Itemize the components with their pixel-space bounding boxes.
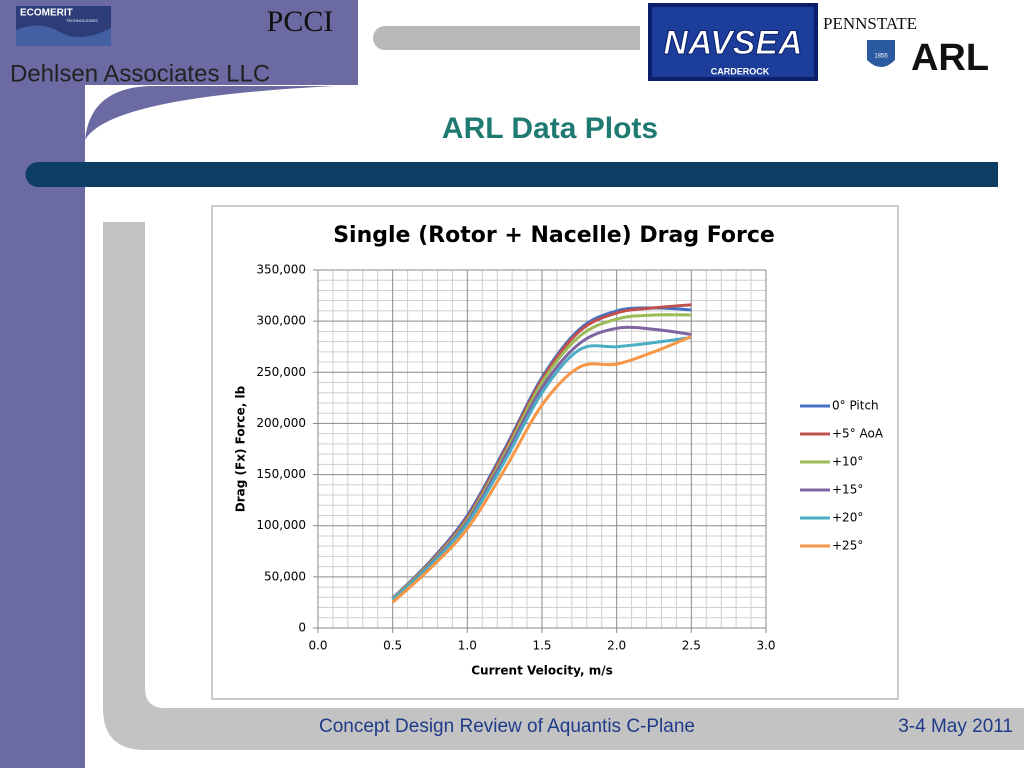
logo-text: CARDEROCK: [711, 66, 770, 76]
y-axis-label: Drag (Fx) Force, lb: [234, 385, 248, 512]
legend-label: +25°: [832, 539, 863, 553]
y-tick-label: 0: [298, 621, 306, 635]
logo-text: ECOMERIT: [20, 8, 73, 19]
series-line: [391, 335, 692, 604]
logo-shield: [867, 40, 895, 67]
logo-text: PCCI: [267, 5, 334, 38]
legend-label: +5° AoA: [832, 427, 884, 441]
x-tick-label: 0.0: [308, 639, 327, 653]
footer-text: Concept Design Review of Aquantis C-Plan…: [319, 716, 695, 737]
logo-text: ARL: [911, 37, 989, 79]
header-curve: [85, 85, 358, 140]
logo-text: TECHNOLOGIES: [66, 18, 98, 23]
x-axis-label: Current Velocity, m/s: [471, 664, 613, 678]
footer-date: 3-4 May 2011: [898, 716, 1013, 737]
y-tick-label: 100,000: [256, 518, 306, 532]
y-tick-label: 50,000: [264, 569, 306, 583]
y-tick-label: 300,000: [256, 314, 306, 328]
logo-inner: [652, 7, 814, 77]
x-tick-label: 2.5: [682, 639, 701, 653]
corner: [85, 85, 358, 140]
title-bar: [25, 162, 998, 187]
legend-label: 0° Pitch: [832, 399, 879, 413]
y-tick-label: 350,000: [256, 263, 306, 277]
logo-text: 1855: [874, 54, 888, 60]
legend-label: +10°: [832, 455, 863, 469]
slide-title: ARL Data Plots: [442, 112, 658, 145]
y-tick-label: 150,000: [256, 467, 306, 481]
side-band: [0, 0, 85, 768]
logo-wave: [16, 25, 111, 46]
chart-area: [211, 205, 899, 700]
logo-text: NAVSEA: [663, 24, 802, 62]
x-tick-label: 1.0: [458, 639, 477, 653]
x-tick-label: 3.0: [756, 639, 775, 653]
x-tick-label: 2.0: [607, 639, 626, 653]
x-tick-label: 1.5: [532, 639, 551, 653]
legend-label: +15°: [832, 483, 863, 497]
y-tick-label: 200,000: [256, 416, 306, 430]
series-line: [391, 336, 692, 602]
y-tick-label: 250,000: [256, 365, 306, 379]
chart: Single (Rotor + Nacelle) Drag Force Curr…: [234, 223, 884, 678]
logo-text: PENNSTATE: [823, 14, 917, 33]
chart-title: Single (Rotor + Nacelle) Drag Force: [333, 223, 775, 248]
x-tick-label: 0.5: [383, 639, 402, 653]
legend-label: +20°: [832, 511, 863, 525]
decor-pill: [373, 26, 640, 50]
organization: Dehlsen Associates LLC: [10, 60, 270, 87]
